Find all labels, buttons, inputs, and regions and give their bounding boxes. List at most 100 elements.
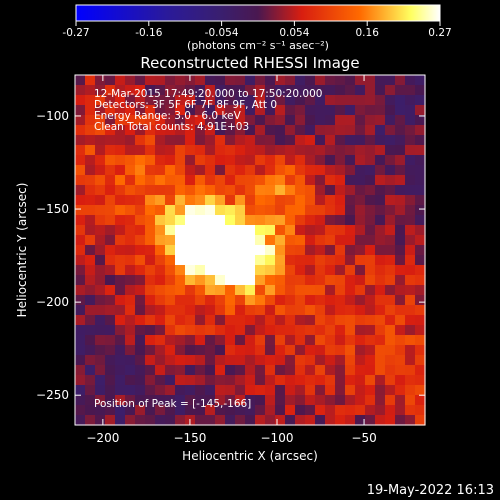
heatmap-cell: [85, 95, 96, 106]
heatmap-cell: [145, 325, 156, 336]
heatmap-cell: [195, 125, 206, 136]
heatmap-cell: [175, 155, 186, 166]
heatmap-cell: [165, 75, 176, 86]
heatmap-cell: [355, 245, 366, 256]
heatmap-cell: [95, 95, 106, 106]
x-tick-label: −150: [173, 431, 206, 445]
heatmap-cell: [95, 315, 106, 326]
heatmap-cell: [105, 75, 116, 86]
heatmap-cell: [205, 335, 216, 346]
heatmap-cell: [285, 345, 296, 356]
heatmap-cell: [335, 145, 346, 156]
heatmap-cell: [135, 385, 146, 396]
heatmap-cell: [105, 335, 116, 346]
heatmap-cell: [75, 75, 86, 86]
heatmap-cell: [195, 115, 206, 126]
heatmap-cell: [145, 285, 156, 296]
heatmap-cell: [165, 335, 176, 346]
heatmap-cell: [175, 85, 186, 96]
heatmap-cell: [85, 315, 96, 326]
heatmap-cell: [175, 265, 186, 276]
heatmap-cell: [95, 115, 106, 126]
heatmap-cell: [365, 405, 376, 416]
heatmap-cell: [355, 215, 366, 226]
heatmap-cell: [205, 365, 216, 376]
heatmap-cell: [405, 315, 416, 326]
heatmap-cell: [275, 205, 286, 216]
heatmap-cell: [85, 75, 96, 86]
heatmap-cell: [285, 235, 296, 246]
heatmap-cell: [75, 355, 86, 366]
heatmap-cell: [315, 385, 326, 396]
heatmap-cell: [415, 95, 426, 106]
heatmap-cell: [275, 135, 286, 146]
heatmap-cell: [305, 175, 316, 186]
heatmap-cell: [235, 265, 246, 276]
heatmap-cell: [265, 245, 276, 256]
heatmap-cell: [225, 215, 236, 226]
heatmap-cell: [105, 205, 116, 216]
heatmap-cell: [385, 285, 396, 296]
heatmap-cell: [295, 365, 306, 376]
heatmap-cell: [355, 235, 366, 246]
heatmap-cell: [225, 325, 236, 336]
heatmap-cell: [225, 275, 236, 286]
heatmap-cell: [365, 295, 376, 306]
heatmap-cell: [295, 405, 306, 416]
heatmap-cell: [315, 315, 326, 326]
heatmap-cell: [275, 385, 286, 396]
heatmap-cell: [345, 265, 356, 276]
heatmap-cell: [355, 135, 366, 146]
heatmap-cell: [125, 135, 136, 146]
x-axis: −200 −150 −100 −50: [86, 75, 377, 445]
heatmap-cell: [115, 255, 126, 266]
heatmap-cell: [175, 355, 186, 366]
heatmap-cell: [375, 385, 386, 396]
heatmap-cell: [395, 235, 406, 246]
heatmap-cell: [85, 125, 96, 136]
heatmap-cell: [135, 115, 146, 126]
heatmap-cell: [245, 345, 256, 356]
colorbar-tick-label: -0.27: [62, 27, 89, 39]
heatmap-cell: [245, 375, 256, 386]
heatmap-cell: [275, 255, 286, 266]
heatmap-cell: [205, 405, 216, 416]
heatmap-cell: [335, 175, 346, 186]
heatmap-cell: [265, 345, 276, 356]
heatmap-cell: [365, 235, 376, 246]
heatmap-cell: [95, 155, 106, 166]
heatmap-cell: [125, 285, 136, 296]
heatmap-cell: [385, 115, 396, 126]
heatmap-cell: [325, 175, 336, 186]
heatmap-cell: [345, 225, 356, 236]
heatmap-cell: [285, 75, 296, 86]
heatmap-cell: [235, 105, 246, 116]
heatmap-cell: [165, 95, 176, 106]
heatmap-cell: [295, 95, 306, 106]
heatmap-cell: [75, 405, 86, 416]
heatmap-cell: [185, 95, 196, 106]
heatmap-cell: [295, 275, 306, 286]
heatmap-cell: [135, 305, 146, 316]
heatmap-cell: [135, 175, 146, 186]
heatmap-cell: [285, 165, 296, 176]
heatmap-cell: [235, 135, 246, 146]
heatmap-cell: [355, 415, 366, 426]
heatmap-cell: [165, 135, 176, 146]
heatmap-cell: [185, 335, 196, 346]
heatmap-cell: [405, 225, 416, 236]
heatmap-cell: [105, 395, 116, 406]
heatmap-cell: [175, 415, 186, 426]
heatmap-cell: [255, 285, 266, 296]
heatmap-cell: [155, 365, 166, 376]
heatmap-cell: [155, 405, 166, 416]
heatmap-cell: [155, 75, 166, 86]
heatmap-cell: [325, 85, 336, 96]
heatmap-cell: [355, 115, 366, 126]
heatmap-cell: [185, 345, 196, 356]
heatmap-cell: [285, 205, 296, 216]
heatmap-cell: [355, 145, 366, 156]
heatmap-cell: [75, 275, 86, 286]
heatmap-cell: [315, 115, 326, 126]
heatmap-cell: [265, 385, 276, 396]
